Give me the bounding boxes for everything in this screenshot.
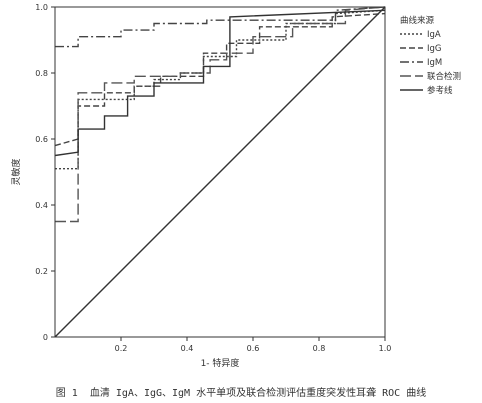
- legend-label: IgM: [427, 58, 442, 68]
- x-tick-label: 0.4: [181, 344, 194, 353]
- roc-chart: 0 0.2 0.4 0.6 0.8 1.0 0.2 0.4 0.6 0.8 1.0 1- 特异度 灵敏度…: [10, 3, 461, 369]
- legend-label: IgG: [427, 44, 442, 54]
- series-line-series-4: [54, 9, 386, 157]
- plot-frame: [54, 6, 386, 338]
- x-axis-title: 1- 特异度: [201, 357, 240, 369]
- x-tick-label: 1.0: [379, 344, 392, 353]
- figure-caption: 图 1 血清 IgA、IgG、IgM 水平单项及联合检测评估重度突发性耳聋 RO…: [55, 388, 427, 399]
- axes: 0 0.2 0.4 0.6 0.8 1.0 0.2 0.4 0.6 0.8 1.0 1- 特异度 灵敏度: [10, 3, 391, 369]
- legend-title: 曲线来源: [400, 15, 435, 26]
- legend-label: 参考线: [427, 85, 453, 96]
- series-line-series-2: [55, 6, 386, 48]
- plot-area: [54, 6, 386, 338]
- y-tick-label: 1.0: [35, 3, 48, 12]
- y-tick-label: 0.2: [35, 267, 48, 276]
- y-tick-label: 0.6: [35, 135, 48, 144]
- y-tick-label: 0: [43, 333, 48, 342]
- series-line-diagonal: [54, 6, 386, 338]
- series-line-series-3: [55, 6, 386, 223]
- series-line-series-1: [54, 12, 386, 147]
- x-tick-label: 0.2: [115, 344, 128, 353]
- x-tick-label: 0.6: [247, 344, 260, 353]
- y-tick-label: 0.8: [35, 69, 48, 78]
- y-axis-title: 灵敏度: [10, 158, 22, 185]
- x-tick-label: 0.8: [313, 344, 326, 353]
- y-tick-label: 0.4: [35, 201, 48, 210]
- legend-label: 联合检测: [427, 71, 461, 82]
- legend-label: IgA: [427, 30, 441, 40]
